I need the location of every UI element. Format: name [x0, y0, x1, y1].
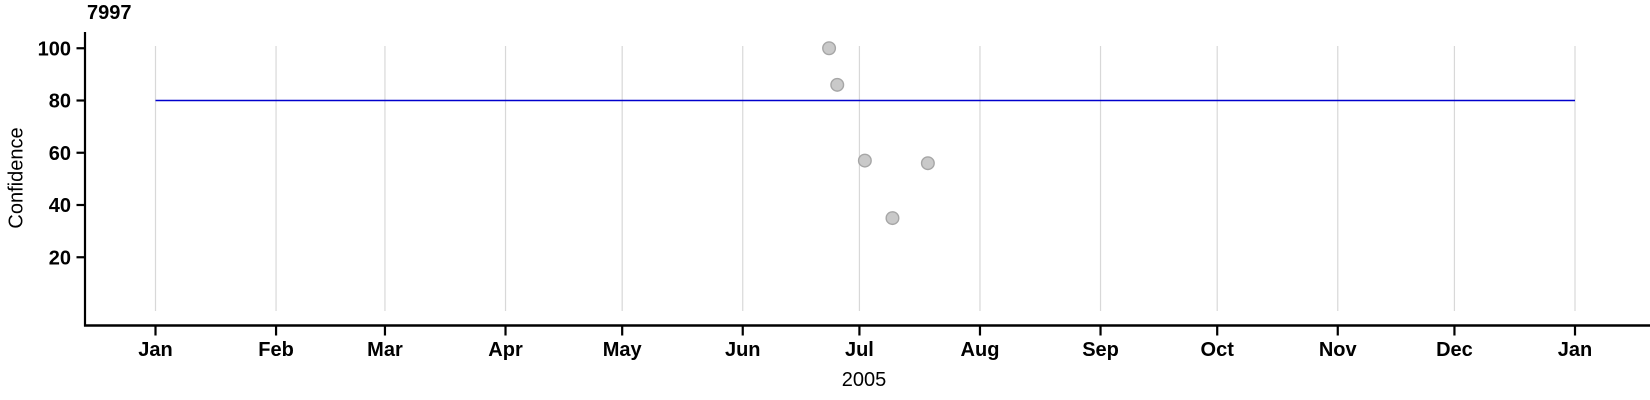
data-point — [920, 156, 935, 171]
data-point — [830, 77, 845, 92]
x-axis-title: 2005 — [841, 369, 887, 391]
chart-title: 7997 — [87, 2, 132, 24]
x-tick-label: Jan — [138, 339, 172, 361]
x-tick-label: Sep — [1082, 339, 1119, 361]
x-tick-label: Nov — [1319, 339, 1358, 361]
y-tick-label: 80 — [49, 91, 71, 113]
x-tick-label: Oct — [1201, 339, 1235, 361]
y-tick-label: 20 — [49, 247, 71, 269]
x-tick-label: Jan — [1558, 339, 1592, 361]
y-tick-label: 100 — [38, 38, 71, 60]
y-tick-label: 40 — [49, 195, 71, 217]
x-tick-label: Jul — [845, 339, 874, 361]
x-tick-label: Mar — [367, 339, 403, 361]
x-tick-label: Dec — [1436, 339, 1473, 361]
data-point — [885, 211, 900, 226]
y-tick-label: 60 — [49, 143, 71, 165]
data-point — [822, 41, 837, 56]
data-point — [857, 153, 872, 168]
x-tick-label: Feb — [258, 339, 294, 361]
x-tick-label: Jun — [725, 339, 761, 361]
x-tick-label: Aug — [961, 339, 1000, 361]
x-tick-label: May — [603, 339, 643, 361]
x-tick-label: Apr — [488, 339, 523, 361]
